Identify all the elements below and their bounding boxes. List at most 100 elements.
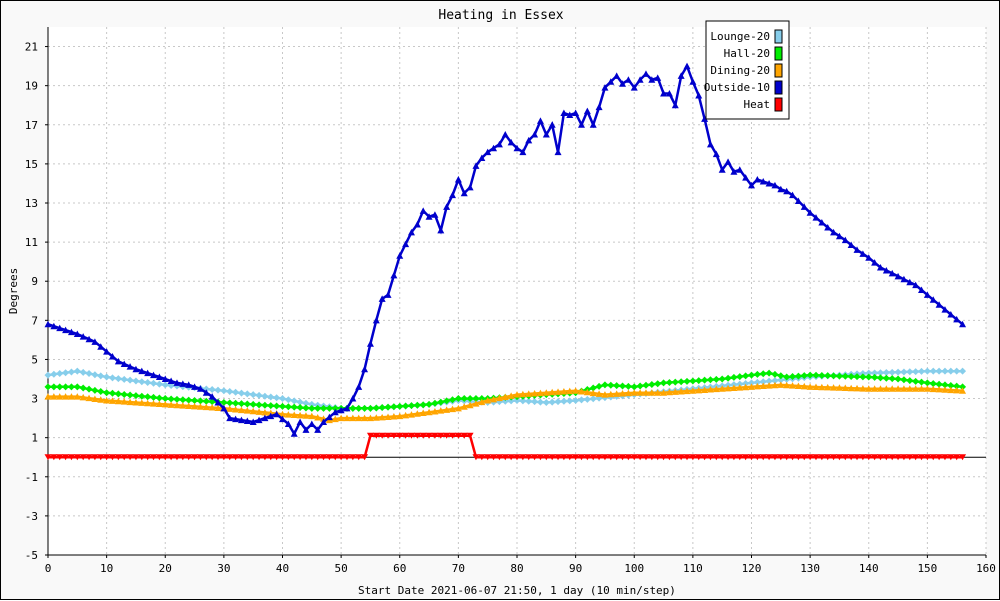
data-point [390, 432, 398, 439]
data-point [906, 377, 914, 385]
x-tick-label: 60 [393, 562, 406, 575]
data-point [290, 411, 298, 418]
data-point [466, 432, 474, 439]
data-point [642, 381, 650, 389]
data-point [161, 400, 169, 408]
data-point [220, 404, 228, 412]
data-point [923, 454, 931, 461]
data-point [314, 413, 322, 421]
data-point [619, 454, 627, 461]
data-point [325, 413, 333, 421]
data-point [466, 395, 474, 403]
data-point [572, 387, 580, 394]
data-point [361, 365, 369, 373]
data-point [683, 454, 691, 461]
data-point [912, 377, 920, 385]
data-point [701, 376, 709, 384]
data-point [138, 399, 146, 406]
data-point [79, 454, 87, 461]
data-point [935, 301, 943, 308]
data-point [320, 454, 328, 461]
data-point [62, 369, 70, 377]
data-point [835, 232, 843, 240]
data-point [396, 412, 404, 420]
data-point [613, 454, 621, 461]
data-point [407, 228, 415, 236]
data-point [953, 386, 961, 394]
series-dining-20 [44, 381, 967, 424]
data-point [554, 398, 562, 406]
data-point [542, 131, 550, 138]
data-point [261, 454, 269, 461]
data-point [460, 189, 468, 197]
data-point [771, 377, 779, 385]
data-point [507, 138, 515, 146]
data-point [536, 454, 544, 461]
data-point [501, 393, 509, 400]
data-point [894, 368, 902, 376]
data-point [753, 454, 761, 461]
data-point [161, 381, 169, 389]
data-point [706, 376, 714, 384]
data-point [296, 398, 304, 406]
data-point [443, 406, 451, 413]
data-point [566, 111, 574, 118]
data-point [196, 397, 204, 405]
data-point [888, 375, 896, 383]
data-point [460, 395, 468, 403]
data-point [249, 407, 257, 415]
data-point [636, 454, 644, 461]
data-point [384, 403, 392, 411]
data-point [232, 406, 240, 413]
data-point [701, 454, 709, 461]
data-point [378, 295, 386, 302]
data-point [589, 389, 597, 397]
data-point [419, 432, 427, 439]
data-point [132, 454, 140, 461]
data-point [800, 454, 808, 461]
data-point [513, 397, 521, 405]
data-point [929, 454, 937, 461]
data-point [50, 383, 58, 391]
data-point [806, 209, 814, 216]
data-point [935, 380, 943, 388]
data-point [572, 454, 580, 461]
data-point [232, 399, 240, 407]
data-point [161, 395, 169, 403]
data-point [712, 385, 720, 393]
data-point [495, 454, 503, 461]
x-tick-label: 160 [976, 562, 996, 575]
data-point [888, 269, 896, 277]
data-point [501, 131, 509, 138]
x-tick-label: 80 [510, 562, 523, 575]
data-point [742, 174, 750, 181]
data-point [91, 454, 99, 461]
data-point [660, 454, 668, 461]
data-point [906, 368, 914, 376]
data-point [437, 226, 445, 234]
data-point [413, 401, 421, 409]
data-point [876, 454, 884, 461]
data-point [237, 400, 245, 408]
data-point [800, 382, 808, 390]
data-point [261, 401, 269, 409]
data-point [765, 377, 773, 385]
data-point [953, 367, 961, 375]
data-point [390, 403, 398, 411]
data-point [718, 385, 726, 392]
data-point [507, 392, 515, 399]
data-point [349, 414, 357, 422]
data-point [255, 391, 263, 399]
data-point [361, 404, 369, 412]
series-heat [44, 432, 967, 461]
y-tick-label: 17 [25, 119, 38, 132]
series-layer [44, 62, 967, 461]
x-tick-label: 120 [742, 562, 762, 575]
data-point [138, 378, 146, 386]
data-point [79, 384, 87, 392]
data-point [108, 397, 116, 404]
data-point [431, 399, 439, 407]
data-point [847, 384, 855, 392]
data-point [513, 454, 521, 461]
data-point [73, 393, 81, 400]
